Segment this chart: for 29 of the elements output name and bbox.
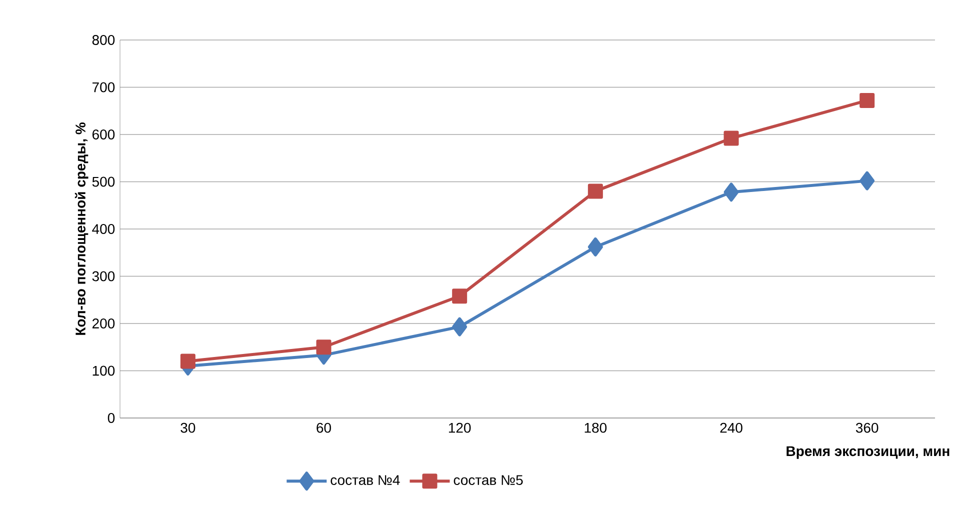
point	[316, 340, 332, 355]
y-tick-label: 100	[92, 366, 115, 376]
x-tick-label: 60	[316, 422, 331, 433]
point	[588, 184, 603, 199]
x-tick-label: 180	[584, 422, 607, 433]
y-tick-label: 200	[92, 318, 115, 328]
point	[860, 171, 875, 190]
point	[860, 92, 875, 108]
point	[180, 354, 196, 369]
point	[588, 237, 603, 256]
y-tick-label: 700	[92, 82, 115, 92]
y-tick-label: 500	[92, 176, 115, 187]
legend-label: состав №5	[454, 475, 523, 486]
x-tick-label: 30	[180, 422, 196, 433]
y-tick-label: 400	[92, 224, 115, 234]
x-tick-label: 240	[720, 422, 742, 433]
legend-label: состав №4	[330, 475, 400, 486]
point	[452, 288, 468, 304]
x-tick-label: 120	[448, 422, 471, 433]
point	[724, 130, 739, 146]
y-axis-title: Кол-во поглощенной среды, %	[74, 122, 88, 335]
y-tick-label: 800	[92, 35, 115, 45]
point	[724, 182, 739, 202]
x-tick-label: 360	[856, 422, 878, 433]
y-tick-label: 600	[92, 130, 115, 140]
y-tick-label: 300	[92, 271, 115, 282]
point	[452, 317, 468, 336]
y-tick-label: 0	[108, 413, 115, 423]
x-axis-title: Время экспозиции, мин	[786, 446, 950, 459]
